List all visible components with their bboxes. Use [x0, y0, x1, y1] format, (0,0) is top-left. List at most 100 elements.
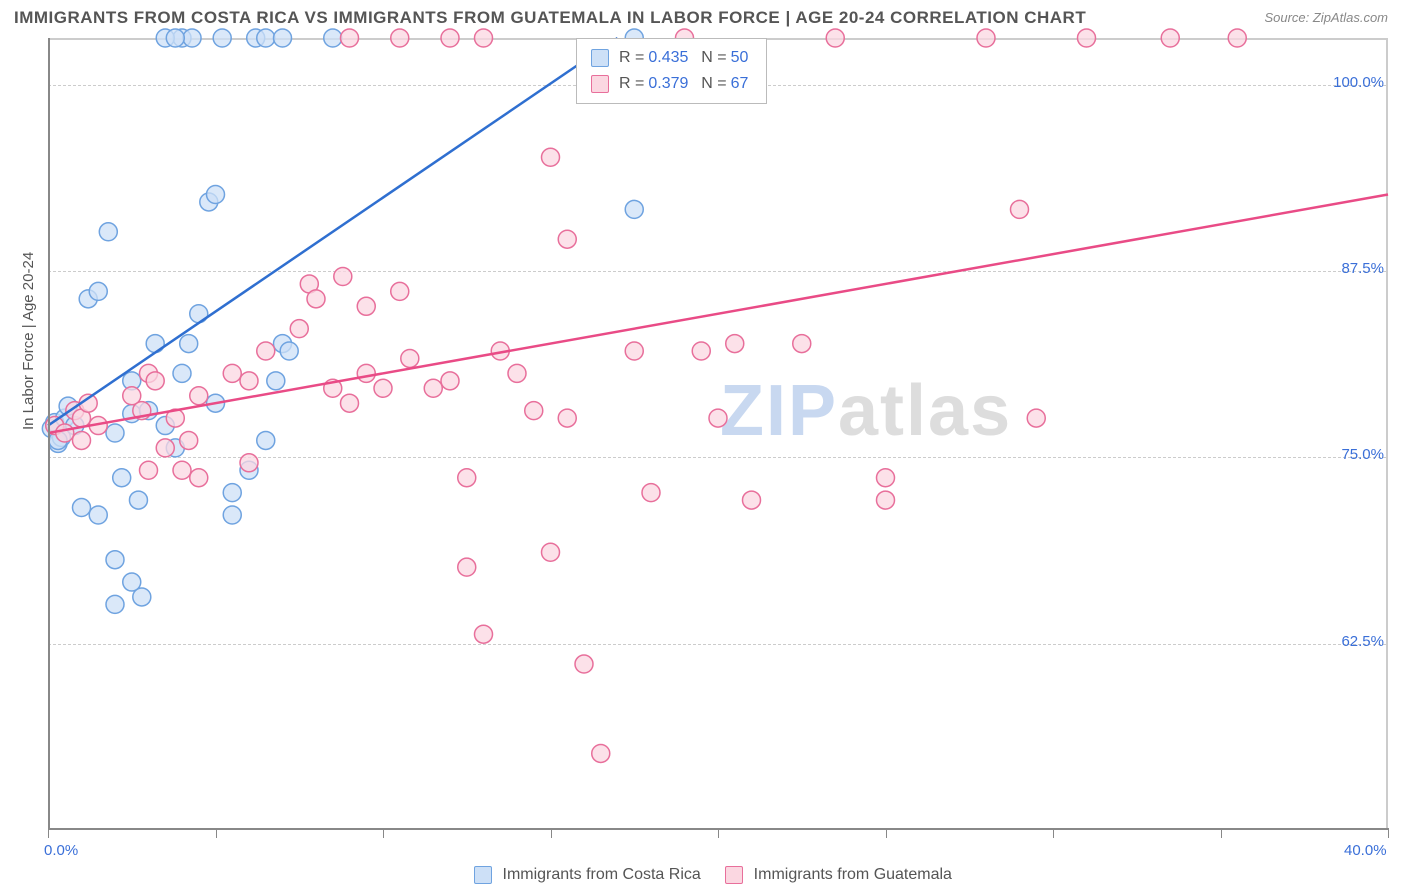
legend: Immigrants from Costa Rica Immigrants fr… — [0, 866, 1406, 884]
data-point — [106, 424, 124, 442]
data-point — [56, 424, 74, 442]
data-point — [140, 461, 158, 479]
data-point — [341, 394, 359, 412]
data-point — [173, 461, 191, 479]
data-point — [274, 29, 292, 47]
data-point — [1161, 29, 1179, 47]
data-point — [129, 491, 147, 509]
data-point — [133, 588, 151, 606]
data-point — [542, 543, 560, 561]
data-point — [290, 320, 308, 338]
y-axis-line — [48, 38, 50, 828]
data-point — [391, 282, 409, 300]
data-point — [89, 506, 107, 524]
data-point — [89, 282, 107, 300]
stats-row-2: R = 0.379 N = 67 — [591, 71, 752, 97]
stats-n-label2: N = — [701, 75, 726, 93]
data-point — [173, 364, 191, 382]
data-point — [1011, 200, 1029, 218]
y-axis-label: In Labor Force | Age 20-24 — [20, 252, 37, 430]
y-tick-label: 87.5% — [1341, 260, 1384, 277]
trend-line — [48, 38, 618, 426]
data-point — [334, 267, 352, 285]
y-tick-label: 75.0% — [1341, 446, 1384, 463]
data-point — [726, 335, 744, 353]
data-point — [357, 364, 375, 382]
data-point — [240, 372, 258, 390]
stats-box: R = 0.435 N = 50 R = 0.379 N = 67 — [576, 38, 767, 104]
data-point — [977, 29, 995, 47]
data-point — [99, 223, 117, 241]
data-point — [1027, 409, 1045, 427]
data-point — [793, 335, 811, 353]
data-point — [156, 439, 174, 457]
stats-r-label2: R = — [619, 75, 644, 93]
data-point — [575, 655, 593, 673]
data-point — [180, 431, 198, 449]
stats-r-label: R = — [619, 49, 644, 67]
data-point — [508, 364, 526, 382]
data-point — [692, 342, 710, 360]
data-point — [113, 469, 131, 487]
chart-title: IMMIGRANTS FROM COSTA RICA VS IMMIGRANTS… — [14, 8, 1086, 28]
data-point — [877, 469, 895, 487]
data-point — [73, 499, 91, 517]
data-point — [223, 364, 241, 382]
data-point — [240, 454, 258, 472]
data-point — [475, 625, 493, 643]
x-tick — [886, 828, 887, 838]
data-point — [475, 29, 493, 47]
data-point — [257, 29, 275, 47]
data-point — [391, 29, 409, 47]
data-point — [146, 335, 164, 353]
data-point — [542, 148, 560, 166]
data-point — [424, 379, 442, 397]
data-point — [223, 484, 241, 502]
data-point — [280, 342, 298, 360]
x-tick — [551, 828, 552, 838]
data-point — [190, 469, 208, 487]
x-tick-label: 0.0% — [44, 842, 78, 859]
legend-label-2: Immigrants from Guatemala — [754, 866, 952, 883]
trend-line — [48, 195, 1388, 433]
data-point — [401, 349, 419, 367]
data-point — [441, 372, 459, 390]
data-point — [73, 431, 91, 449]
x-tick — [48, 828, 49, 838]
data-point — [743, 491, 761, 509]
data-point — [257, 431, 275, 449]
data-point — [267, 372, 285, 390]
data-point — [207, 186, 225, 204]
y-tick-label: 100.0% — [1333, 74, 1384, 91]
data-point — [223, 506, 241, 524]
x-tick — [216, 828, 217, 838]
legend-swatch-1 — [474, 866, 492, 884]
legend-label-1: Immigrants from Costa Rica — [503, 866, 701, 883]
source-label: Source: ZipAtlas.com — [1264, 10, 1388, 25]
data-point — [525, 402, 543, 420]
stats-swatch-2 — [591, 75, 609, 93]
y-tick-label: 62.5% — [1341, 633, 1384, 650]
data-point — [877, 491, 895, 509]
x-tick — [1221, 828, 1222, 838]
data-point — [558, 409, 576, 427]
chart-svg — [48, 38, 1388, 828]
data-point — [441, 29, 459, 47]
data-point — [458, 558, 476, 576]
data-point — [106, 551, 124, 569]
data-point — [190, 387, 208, 405]
data-point — [180, 335, 198, 353]
data-point — [592, 744, 610, 762]
data-point — [642, 484, 660, 502]
data-point — [558, 230, 576, 248]
stats-n1: 50 — [731, 49, 749, 67]
stats-r1: 0.435 — [648, 49, 688, 67]
x-tick — [383, 828, 384, 838]
data-point — [307, 290, 325, 308]
data-point — [458, 469, 476, 487]
data-point — [213, 29, 231, 47]
data-point — [625, 342, 643, 360]
stats-r2: 0.379 — [648, 75, 688, 93]
stats-row-1: R = 0.435 N = 50 — [591, 45, 752, 71]
stats-n2: 67 — [731, 75, 749, 93]
